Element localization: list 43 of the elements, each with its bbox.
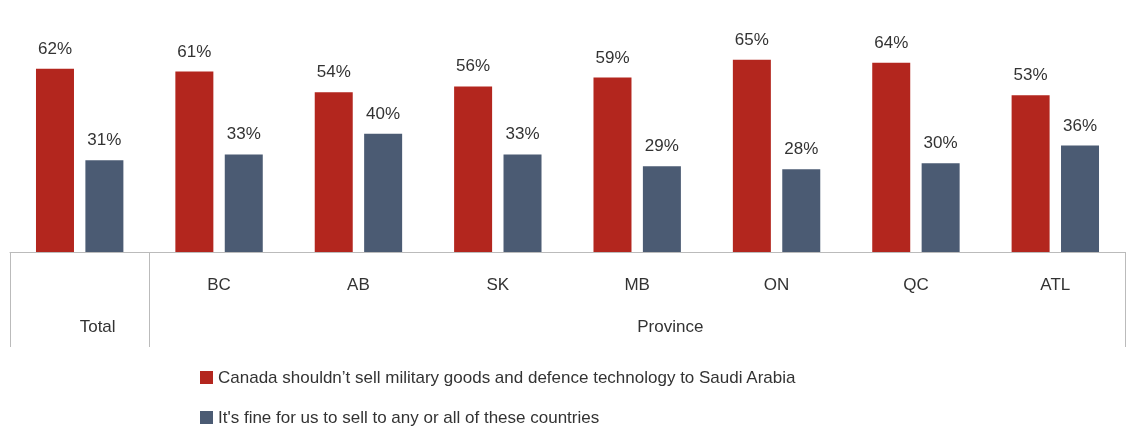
data-label: 30%	[923, 133, 958, 153]
bar	[175, 71, 214, 252]
data-label: 28%	[784, 139, 819, 159]
text: Total	[79, 317, 116, 336]
bar	[1061, 145, 1100, 252]
bar	[35, 68, 74, 252]
data-label: 61%	[177, 41, 212, 61]
data-label: 40%	[366, 103, 401, 123]
data-label: 62%	[37, 38, 72, 58]
x-tick-label: AB	[347, 275, 370, 294]
bar	[921, 163, 960, 252]
x-tick-label: QC	[903, 275, 929, 294]
bar	[454, 86, 493, 252]
bar	[364, 133, 403, 252]
bar	[593, 77, 632, 252]
data-label: 33%	[226, 124, 261, 144]
data-label: 29%	[644, 136, 679, 156]
data-label: 59%	[595, 47, 630, 67]
x-tick-label: MB	[624, 275, 650, 294]
data-label: 64%	[874, 32, 909, 52]
text: Province	[637, 317, 704, 336]
data-label: 65%	[734, 29, 769, 49]
bar	[503, 154, 542, 252]
bar	[782, 169, 821, 252]
data-label: 33%	[505, 124, 540, 144]
x-tick-label: ATL	[1040, 275, 1071, 294]
x-tick-label: SK	[486, 275, 510, 294]
bar	[1011, 95, 1050, 252]
data-label: 36%	[1063, 115, 1098, 135]
bar	[732, 59, 771, 252]
bar	[85, 160, 124, 252]
data-label: 53%	[1013, 65, 1048, 85]
legend-label: It's fine for us to sell to any or all of these countries	[218, 408, 600, 427]
data-label: 54%	[316, 62, 351, 82]
bar	[872, 62, 911, 252]
bar	[642, 166, 681, 252]
legend-label: Canada shouldn’t sell military goods and defence technology to Saudi Arabia	[218, 368, 796, 387]
x-tick-label: ON	[763, 275, 790, 294]
bar	[314, 92, 353, 252]
x-tick-label: BC	[207, 275, 231, 294]
data-label: 31%	[87, 130, 122, 150]
bar	[224, 154, 263, 252]
data-label: 56%	[456, 56, 491, 76]
